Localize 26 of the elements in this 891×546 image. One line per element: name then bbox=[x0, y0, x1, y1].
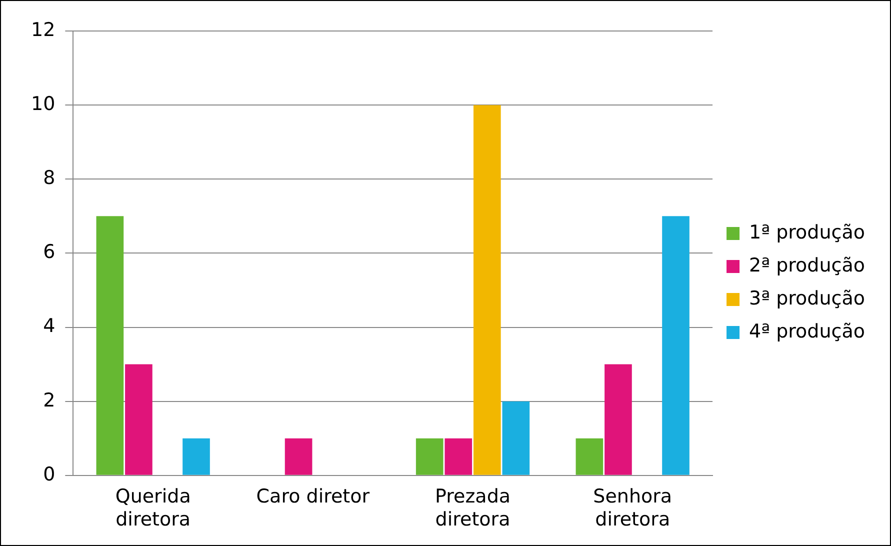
bar bbox=[473, 105, 501, 475]
legend-label: 4ª produção bbox=[749, 320, 866, 342]
legend-label: 3ª produção bbox=[749, 287, 866, 310]
bar bbox=[502, 401, 530, 475]
x-tick-label: Caro diretor bbox=[256, 486, 370, 508]
legend-label: 2ª produção bbox=[749, 254, 866, 276]
bar bbox=[416, 438, 444, 475]
y-tick-label: 12 bbox=[30, 18, 56, 41]
x-tick-label: Senhora diretora bbox=[593, 486, 672, 531]
y-tick-label: 2 bbox=[43, 389, 56, 412]
bar bbox=[444, 438, 472, 475]
bar bbox=[96, 216, 124, 475]
y-tick-label: 4 bbox=[43, 315, 56, 338]
legend-label: 1ª produção bbox=[749, 221, 866, 244]
y-tick-label: 0 bbox=[43, 463, 56, 486]
bar bbox=[662, 216, 690, 475]
y-tick-label: 6 bbox=[43, 241, 56, 264]
y-tick-label: 10 bbox=[30, 93, 56, 116]
bar bbox=[576, 438, 604, 475]
x-tick-label: Querida diretora bbox=[115, 486, 191, 531]
bar bbox=[604, 364, 632, 475]
bar bbox=[182, 438, 210, 475]
bar bbox=[284, 438, 312, 475]
bar bbox=[125, 364, 152, 475]
y-tick-label: 8 bbox=[43, 167, 56, 190]
x-tick-label: Prezada diretora bbox=[435, 486, 511, 531]
